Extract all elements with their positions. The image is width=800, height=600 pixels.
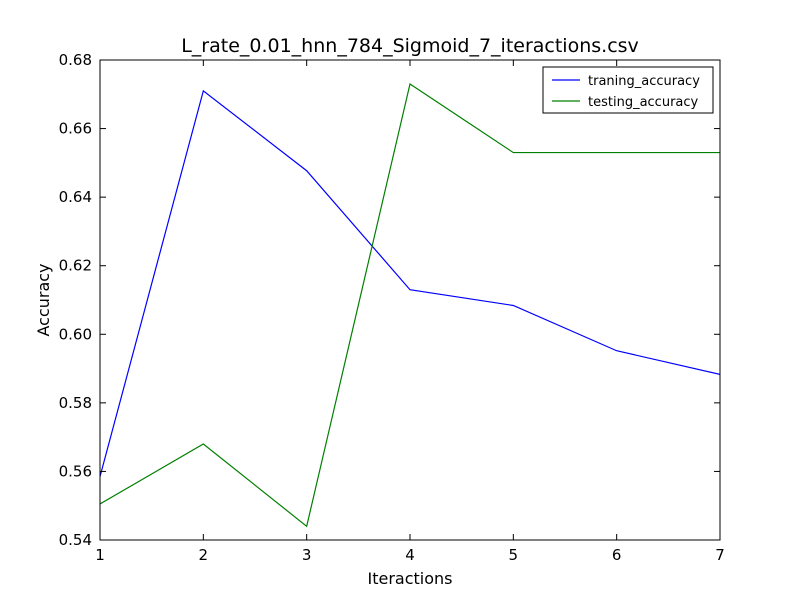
x-tick-label: 3 bbox=[302, 546, 312, 564]
x-tick-label: 1 bbox=[95, 546, 105, 564]
chart-title: L_rate_0.01_hnn_784_Sigmoid_7_iteraction… bbox=[181, 35, 639, 57]
x-tick-label: 2 bbox=[199, 546, 209, 564]
axes-frame bbox=[99, 59, 721, 541]
y-tick-label: 0.66 bbox=[59, 120, 92, 138]
y-axis-label: Accuracy bbox=[34, 263, 53, 336]
y-tick-label: 0.54 bbox=[59, 531, 92, 549]
y-tick-label: 0.60 bbox=[59, 325, 92, 343]
plot-area bbox=[99, 59, 721, 541]
series-line-testing_accuracy bbox=[100, 83, 720, 528]
axis-ticks: 1 2 3 4 5 6 7 0.54 0.56 0.58 0.60 0.62 0.64 0.66 0.68 bbox=[59, 51, 725, 564]
x-tick-label: 5 bbox=[509, 546, 519, 564]
x-tick-label: 6 bbox=[612, 546, 622, 564]
y-tick-label: 0.56 bbox=[59, 462, 92, 480]
series-line-traning_accuracy bbox=[100, 89, 720, 477]
x-tick-label: 4 bbox=[405, 546, 415, 564]
x-axis-label: Iteractions bbox=[368, 569, 453, 588]
legend-label-testing_accuracy: testing_accuracy bbox=[588, 95, 699, 110]
y-tick-label: 0.58 bbox=[59, 394, 92, 412]
y-tick-label: 0.68 bbox=[59, 51, 92, 69]
legend-label-traning_accuracy: traning_accuracy bbox=[588, 74, 700, 89]
y-tick-label: 0.64 bbox=[59, 188, 92, 206]
legend-box bbox=[542, 66, 714, 114]
x-tick-label: 7 bbox=[715, 546, 725, 564]
y-tick-label: 0.62 bbox=[59, 257, 92, 275]
legend: traning_accuracy testing_accuracy bbox=[542, 66, 714, 114]
